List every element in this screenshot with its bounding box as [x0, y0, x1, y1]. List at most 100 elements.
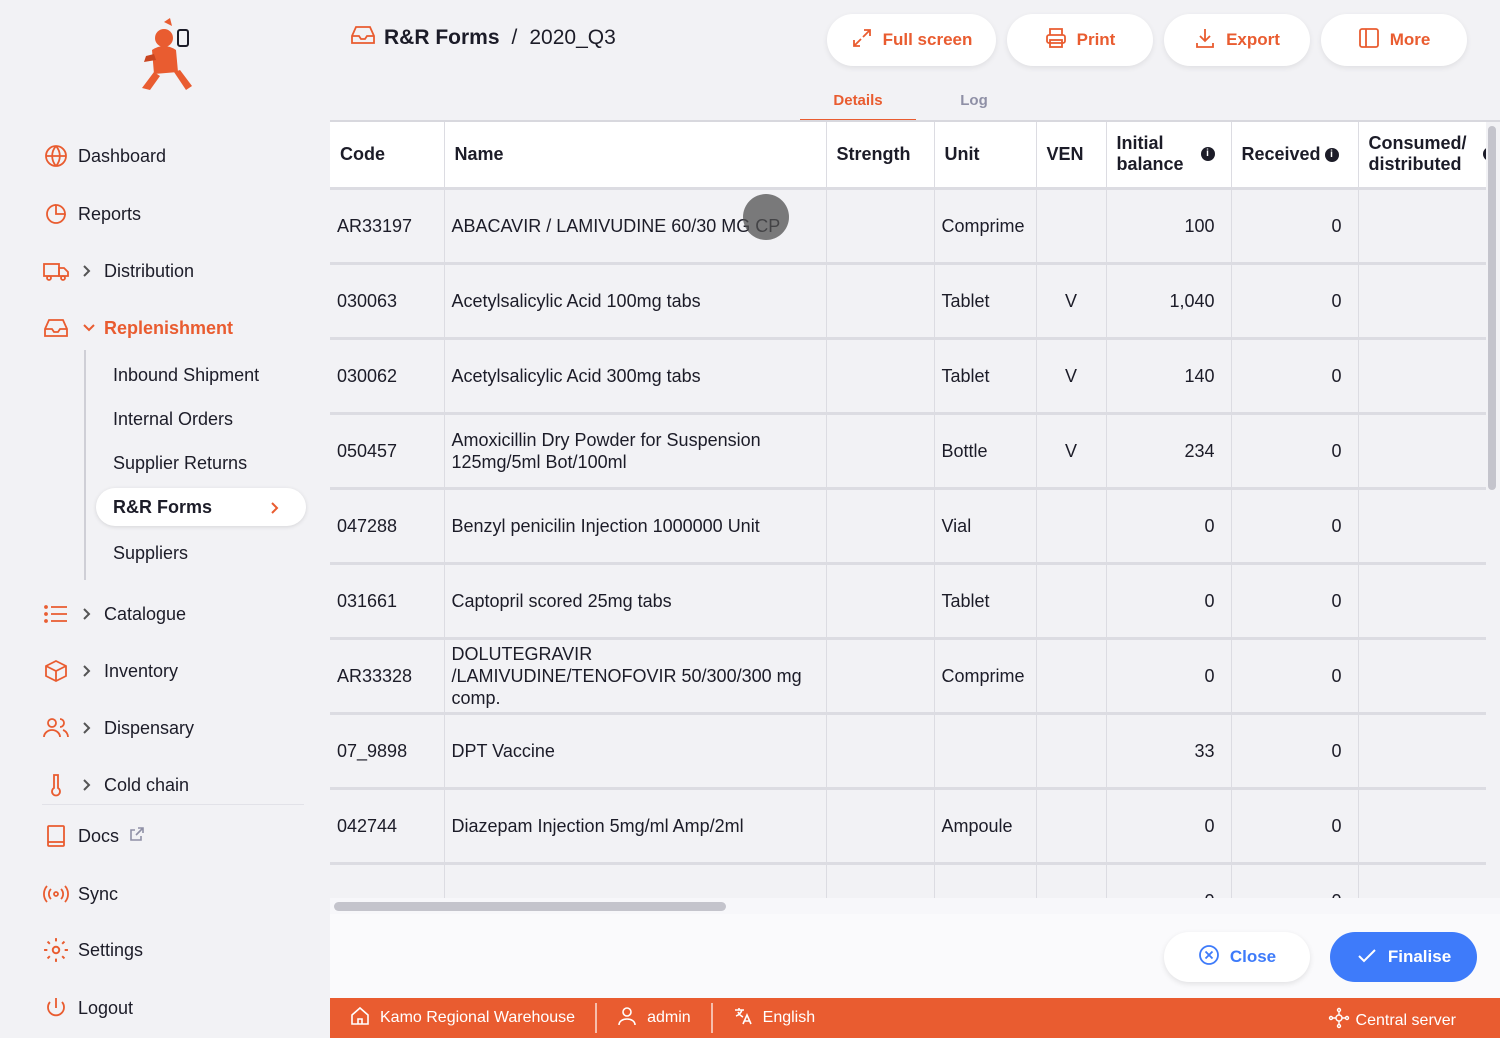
- table-row[interactable]: AR33328 DOLUTEGRAVIR /LAMIVUDINE/TENOFOVI…: [330, 636, 1486, 713]
- store-selector[interactable]: Kamo Regional Warehouse: [330, 1003, 595, 1033]
- column-header-received[interactable]: Received i: [1231, 122, 1359, 188]
- cell-initial-balance: 0: [1106, 561, 1232, 638]
- table-row[interactable]: 047288 Benzyl penicilin Injection 1000000…: [330, 486, 1486, 563]
- sidebar-item-distribution[interactable]: Distribution: [42, 253, 312, 289]
- sidebar-item-dashboard[interactable]: Dashboard: [42, 138, 312, 174]
- column-header-consumed[interactable]: Consumed/ distributed i: [1358, 122, 1486, 188]
- column-header-unit[interactable]: Unit: [934, 122, 1037, 188]
- touch-cursor-indicator: [743, 194, 789, 240]
- sidebar-item-replenishment[interactable]: Replenishment: [42, 310, 312, 346]
- sidebar-item-label: Reports: [78, 203, 142, 224]
- user-menu[interactable]: admin: [597, 1003, 711, 1033]
- sidebar-item-settings[interactable]: Settings: [42, 932, 312, 968]
- cell-consumed: 0: [1358, 636, 1486, 713]
- table-row[interactable]: AR33197 ABACAVIR / LAMIVUDINE 60/30 MG CP…: [330, 186, 1486, 263]
- inbox-icon: [350, 24, 376, 52]
- cell-code: 030063: [330, 261, 445, 338]
- horizontal-scrollbar[interactable]: [334, 902, 726, 911]
- export-button[interactable]: Export: [1164, 14, 1310, 66]
- finalise-button[interactable]: Finalise: [1330, 932, 1477, 982]
- sidebar-item-label: Inventory: [104, 660, 179, 681]
- sidebar-item-inventory[interactable]: Inventory: [42, 653, 312, 689]
- table-row[interactable]: 042744 Diazepam Injection 5mg/ml Amp/2ml A…: [330, 786, 1486, 863]
- close-button[interactable]: Close: [1164, 932, 1310, 982]
- submenu-item-suppliers[interactable]: Suppliers: [113, 542, 189, 563]
- sidebar-item-dispensary[interactable]: Dispensary: [42, 710, 312, 746]
- chevron-right-icon: [82, 264, 96, 278]
- server-name: Central server: [1355, 1011, 1456, 1029]
- column-header-name[interactable]: Name: [444, 122, 827, 188]
- sidebar-item-sync[interactable]: Sync: [42, 876, 312, 912]
- submenu-item-internal-orders[interactable]: Internal Orders: [113, 408, 234, 429]
- sidebar-item-docs[interactable]: Docs: [42, 818, 312, 854]
- info-icon[interactable]: i: [1324, 148, 1339, 162]
- cell-ven: [1036, 711, 1107, 788]
- vertical-scrollbar[interactable]: [1488, 126, 1496, 490]
- tab-log[interactable]: Log: [960, 92, 988, 109]
- table-row[interactable]: 030063 Acetylsalicylic Acid 100mg tabs Tab…: [330, 261, 1486, 338]
- sidebar-item-label: Cold chain: [104, 774, 190, 795]
- breadcrumb-period: 2020_Q3: [529, 26, 616, 49]
- close-circle-icon: [1198, 944, 1220, 971]
- pie-chart-icon: [42, 200, 70, 228]
- sidebar-item-reports[interactable]: Reports: [42, 196, 312, 232]
- print-button[interactable]: Print: [1007, 14, 1153, 66]
- submenu-item-inbound-shipment[interactable]: Inbound Shipment: [113, 364, 260, 385]
- language-selector[interactable]: English: [713, 1003, 835, 1033]
- cell-unit: Comprime: [934, 636, 1037, 713]
- sidebar: Dashboard Reports Distribution Replenish…: [0, 0, 330, 1038]
- header-label: Consumed/ distributed: [1368, 133, 1467, 175]
- chevron-right-icon: [270, 499, 280, 520]
- cell-unit: Vial: [934, 486, 1037, 563]
- more-button[interactable]: More: [1321, 14, 1467, 66]
- table-row[interactable]: 031661 Captopril scored 25mg tabs Tablet 0 0…: [330, 561, 1486, 638]
- export-label: Export: [1226, 30, 1280, 49]
- table-row[interactable]: 030062 Acetylsalicylic Acid 300mg tabs Tab…: [330, 336, 1486, 413]
- cell-unit: Tablet: [934, 336, 1037, 413]
- info-icon[interactable]: i: [1200, 147, 1215, 162]
- table-row[interactable]: 050457 Amoxicillin Dry Powder for Suspens…: [330, 411, 1486, 488]
- cell-consumed: 0: [1358, 486, 1486, 563]
- cell-received: 0: [1231, 636, 1359, 713]
- column-header-initial-balance[interactable]: Initial balance i: [1106, 122, 1232, 188]
- cell-unit: [934, 711, 1037, 788]
- chevron-right-icon: [82, 778, 96, 792]
- tab-details[interactable]: Details: [800, 84, 916, 122]
- cell-strength: [826, 486, 935, 563]
- column-header-ven[interactable]: VEN: [1036, 122, 1107, 188]
- cell-unit: Comprime: [934, 186, 1037, 263]
- column-header-code[interactable]: Code: [330, 122, 445, 188]
- table-row[interactable]: 0010: [330, 861, 1486, 898]
- cell-received: 0: [1231, 261, 1359, 338]
- column-header-strength[interactable]: Strength: [826, 122, 935, 188]
- sidebar-item-label: Distribution: [104, 260, 195, 281]
- globe-icon: [42, 142, 70, 170]
- tab-divider: [330, 120, 1500, 122]
- cell-consumed: 0: [1358, 336, 1486, 413]
- cell-strength: [826, 336, 935, 413]
- cell-initial-balance: 0: [1106, 486, 1232, 563]
- submenu-item-supplier-returns[interactable]: Supplier Returns: [113, 452, 248, 473]
- cell-received: 0: [1231, 561, 1359, 638]
- cell-received: 0: [1231, 711, 1359, 788]
- cell-strength: [826, 561, 935, 638]
- fullscreen-label: Full screen: [882, 30, 973, 49]
- user-icon: [617, 1006, 637, 1031]
- cell-strength: [826, 636, 935, 713]
- submenu-item-rr-forms[interactable]: R&R Forms: [96, 488, 306, 526]
- sidebar-item-cold-chain[interactable]: Cold chain: [42, 767, 312, 803]
- user-name: admin: [647, 1009, 691, 1026]
- breadcrumb-section[interactable]: R&R Forms: [384, 26, 500, 49]
- cell-ven: V: [1036, 261, 1107, 338]
- header-label: Initial balance: [1116, 133, 1184, 175]
- store-name: Kamo Regional Warehouse: [380, 1009, 576, 1026]
- info-icon[interactable]: i: [1482, 147, 1486, 162]
- sidebar-item-catalogue[interactable]: Catalogue: [42, 596, 312, 632]
- cell-name: [444, 861, 827, 898]
- cell-ven: [1036, 861, 1107, 898]
- sidebar-item-logout[interactable]: Logout: [42, 990, 312, 1026]
- cell-strength: [826, 261, 935, 338]
- sidebar-item-label: Dashboard: [78, 145, 167, 166]
- fullscreen-button[interactable]: Full screen: [827, 14, 996, 66]
